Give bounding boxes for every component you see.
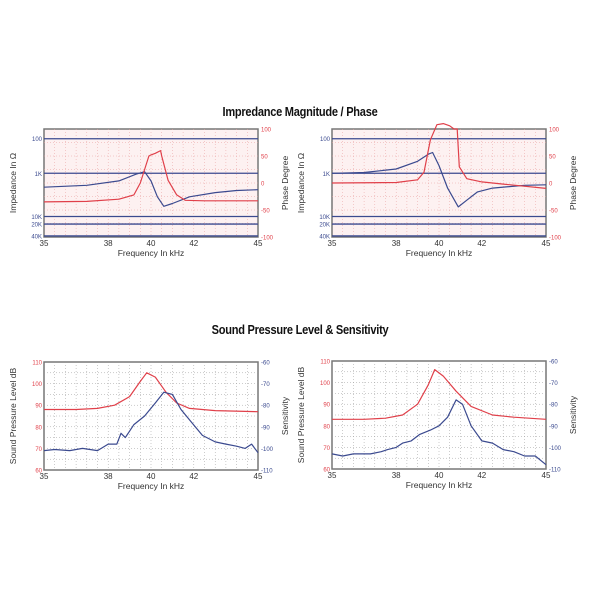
y-tick-label: 1K bbox=[35, 172, 42, 178]
y2-tick-label: -110 bbox=[261, 469, 273, 475]
y-tick-label: 70 bbox=[35, 447, 42, 453]
y2-tick-label: 50 bbox=[549, 155, 556, 161]
x-tick-label: 45 bbox=[542, 239, 551, 248]
y2-tick-label: 50 bbox=[261, 155, 268, 161]
x-tick-label: 38 bbox=[392, 239, 401, 248]
y-tick-label: 100 bbox=[320, 381, 331, 387]
x-tick-label: 45 bbox=[254, 239, 263, 248]
y-tick-label: 110 bbox=[320, 360, 330, 366]
y2-tick-label: 100 bbox=[261, 128, 272, 134]
y2-axis-label: Phase Degree bbox=[568, 156, 578, 211]
x-tick-label: 38 bbox=[104, 472, 113, 481]
y-tick-label: 90 bbox=[323, 403, 330, 409]
y2-tick-label: -110 bbox=[549, 468, 561, 474]
y-tick-label: 90 bbox=[35, 404, 42, 410]
y-tick-label: 80 bbox=[35, 425, 42, 431]
y2-tick-label: -90 bbox=[261, 425, 270, 431]
x-tick-label: 45 bbox=[542, 471, 551, 480]
y-tick-label: 40K bbox=[31, 234, 42, 240]
y2-tick-label: 0 bbox=[261, 182, 265, 188]
y-tick-label: 100 bbox=[32, 382, 43, 388]
y-axis-label: Sound Pressure Level dB bbox=[8, 367, 18, 464]
x-tick-label: 38 bbox=[392, 471, 401, 480]
x-axis-label: Frequency In kHz bbox=[118, 481, 185, 491]
y-tick-label: 10K bbox=[31, 215, 42, 221]
y2-tick-label: -50 bbox=[261, 209, 270, 215]
y-axis-label: Impedance In Ω bbox=[8, 153, 18, 213]
series-sensitivity-line bbox=[331, 399, 547, 466]
y-tick-label: 70 bbox=[323, 446, 330, 452]
y2-tick-label: -80 bbox=[549, 403, 558, 409]
x-tick-label: 42 bbox=[477, 239, 486, 248]
y-tick-label: 110 bbox=[32, 361, 42, 367]
x-tick-label: 42 bbox=[189, 472, 198, 481]
x-tick-label: 40 bbox=[147, 472, 156, 481]
series-spl-line bbox=[44, 372, 259, 413]
y2-tick-label: -100 bbox=[261, 447, 274, 453]
spl-title: Sound Pressure Level & Sensitivity bbox=[211, 322, 389, 337]
y-tick-label: 40K bbox=[319, 234, 330, 240]
series-impedance-line bbox=[331, 151, 547, 208]
series-phase-line bbox=[43, 150, 258, 203]
y2-tick-label: -50 bbox=[549, 209, 558, 215]
y2-tick-label: 100 bbox=[549, 128, 560, 134]
y2-tick-label: 0 bbox=[549, 182, 553, 188]
y-tick-label: 20K bbox=[319, 223, 330, 229]
y2-tick-label: -80 bbox=[261, 404, 270, 410]
x-axis-label: Frequency In kHz bbox=[118, 248, 185, 258]
y2-tick-label: -70 bbox=[549, 381, 558, 387]
series-sensitivity-line bbox=[43, 391, 259, 454]
y2-axis-label: Sensitivity bbox=[280, 396, 290, 435]
series-spl-line bbox=[332, 369, 547, 420]
x-axis-label: Frequency In kHz bbox=[406, 480, 473, 490]
x-tick-label: 42 bbox=[477, 471, 486, 480]
y2-tick-label: -60 bbox=[261, 361, 270, 367]
y-tick-label: 100 bbox=[320, 137, 331, 143]
x-tick-label: 40 bbox=[435, 239, 444, 248]
x-tick-label: 40 bbox=[435, 471, 444, 480]
y2-tick-label: -90 bbox=[549, 424, 558, 430]
series-impedance-line bbox=[43, 171, 259, 207]
y-tick-label: 100 bbox=[32, 137, 43, 143]
y2-tick-label: -100 bbox=[261, 236, 274, 242]
y-tick-label: 60 bbox=[323, 468, 330, 474]
x-tick-label: 40 bbox=[147, 239, 156, 248]
y2-tick-label: -70 bbox=[261, 382, 270, 388]
x-tick-label: 38 bbox=[104, 239, 113, 248]
y-tick-label: 60 bbox=[35, 469, 42, 475]
x-tick-label: 42 bbox=[189, 239, 198, 248]
y2-axis-label: Phase Degree bbox=[280, 156, 290, 211]
series-phase-line bbox=[331, 122, 547, 189]
y-axis-label: Impedance In Ω bbox=[296, 153, 306, 213]
x-tick-label: 35 bbox=[328, 471, 337, 480]
y-tick-label: 20K bbox=[31, 223, 42, 229]
y2-tick-label: -60 bbox=[549, 360, 558, 366]
y2-axis-label: Sensitivity bbox=[568, 395, 578, 434]
y-tick-label: 80 bbox=[323, 424, 330, 430]
y-axis-label: Sound Pressure Level dB bbox=[296, 366, 306, 463]
impedance-title: Impredance Magnitude / Phase bbox=[222, 104, 378, 119]
y2-tick-label: -100 bbox=[549, 446, 562, 452]
x-tick-label: 35 bbox=[40, 472, 49, 481]
x-tick-label: 35 bbox=[328, 239, 337, 248]
x-axis-label: Frequency In kHz bbox=[406, 248, 473, 258]
x-tick-label: 35 bbox=[40, 239, 49, 248]
x-tick-label: 45 bbox=[254, 472, 263, 481]
y2-tick-label: -100 bbox=[549, 236, 562, 242]
y-tick-label: 10K bbox=[319, 215, 330, 221]
y-tick-label: 1K bbox=[323, 172, 330, 178]
